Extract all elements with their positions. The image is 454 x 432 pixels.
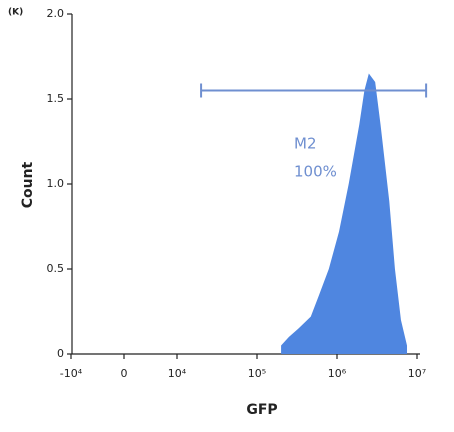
y-axis-label: Count (20, 161, 36, 208)
y-tick-label: 1.0 (47, 177, 65, 190)
y-tick-label: 1.5 (47, 92, 65, 105)
x-tick-label: 10⁴ (168, 367, 187, 380)
x-tick-label: -10⁴ (60, 367, 83, 380)
y-unit: (K) (8, 8, 23, 18)
gate-percent: 100% (294, 163, 337, 181)
gate-label: M2 (294, 135, 317, 153)
x-tick-label: 10⁷ (408, 367, 426, 380)
y-tick-label: 2.0 (47, 7, 65, 20)
x-tick-label: 10⁶ (328, 367, 347, 380)
y-tick-label: 0.5 (47, 262, 65, 275)
x-tick-label: 10⁵ (248, 367, 266, 380)
x-axis-label: GFP (246, 402, 277, 418)
histogram-area (281, 73, 408, 354)
x-tick-label: 0 (121, 367, 128, 380)
y-tick-label: 0 (57, 347, 64, 360)
